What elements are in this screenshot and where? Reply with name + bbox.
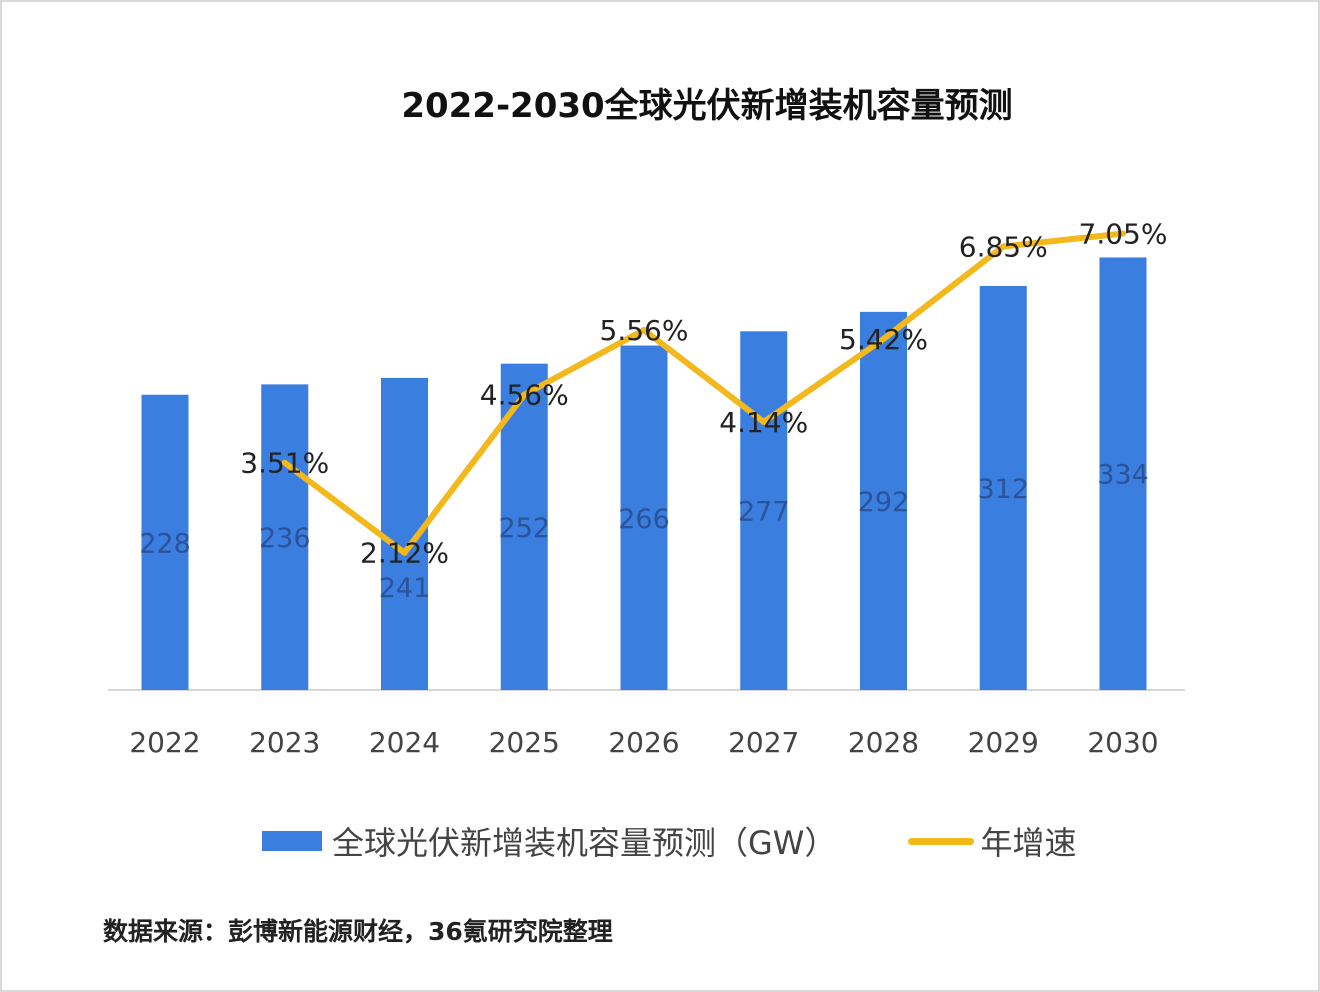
line-data-label: 4.14%: [719, 406, 808, 439]
line-data-label: 5.56%: [600, 314, 689, 347]
bar-data-label: 312: [977, 474, 1029, 505]
line-data-label: 6.85%: [959, 230, 1048, 263]
growth-point-2027: [760, 418, 767, 425]
growth-point-2028: [880, 336, 887, 343]
bar-2023: [261, 384, 309, 690]
line-data-label: 7.05%: [1079, 218, 1168, 251]
x-tick-label: 2025: [489, 726, 560, 759]
bar-data-label: 334: [1097, 460, 1149, 491]
x-tick-label: 2028: [848, 726, 919, 759]
growth-point-2023: [281, 459, 288, 466]
growth-point-2025: [521, 391, 528, 398]
legend-swatch-bar: [262, 831, 322, 851]
growth-point-2029: [1000, 243, 1007, 250]
bar-data-label: 228: [139, 528, 191, 559]
legend-swatch-line: [908, 837, 975, 845]
x-tick-label: 2024: [369, 726, 440, 759]
growth-point-2024: [401, 549, 408, 556]
x-tick-label: 2029: [968, 726, 1039, 759]
legend-label-bar: 全球光伏新增装机容量预测（GW）: [332, 824, 837, 862]
line-data-label: 5.42%: [839, 323, 928, 356]
growth-point-2026: [641, 326, 647, 333]
chart-title: 2022-2030全球光伏新增装机容量预测: [401, 86, 1013, 126]
source-note: 数据来源：彭博新能源财经，36氪研究院整理: [103, 917, 613, 946]
x-tick-label: 2030: [1087, 726, 1158, 759]
line-data-label: 2.12%: [360, 537, 449, 570]
bar-data-label: 277: [738, 497, 790, 528]
line-data-label: 4.56%: [480, 379, 569, 412]
bar-data-label: 241: [379, 573, 431, 604]
bar-data-label: 292: [858, 487, 910, 518]
growth-line: [281, 230, 1126, 556]
growth-point-2030: [1120, 230, 1126, 237]
line-data-label: 3.51%: [240, 447, 329, 480]
bar-2026: [620, 345, 668, 690]
bar-2022: [141, 394, 189, 690]
bar-2029: [979, 285, 1027, 690]
bar-2028: [860, 311, 907, 690]
bar-2027: [740, 331, 788, 690]
x-tick-label: 2022: [129, 726, 200, 759]
x-tick-label: 2027: [728, 726, 799, 759]
x-tick-label: 2026: [608, 726, 679, 759]
legend-label-line: 年增速: [980, 824, 1077, 862]
legend: 全球光伏新增装机容量预测（GW） 年增速: [262, 818, 1076, 864]
x-tick-label: 2023: [249, 726, 320, 759]
bar-data-label: 252: [498, 513, 550, 544]
bar-data-label: 266: [618, 504, 670, 535]
bar-2030: [1099, 257, 1147, 690]
bar-data-label: 236: [259, 523, 311, 554]
